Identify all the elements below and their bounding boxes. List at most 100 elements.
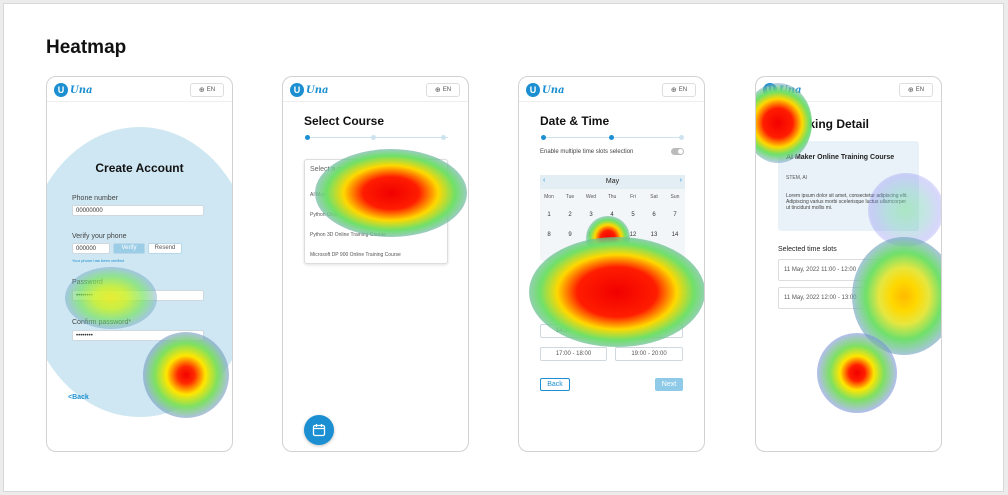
progress-stepper xyxy=(541,135,684,140)
language-label: EN xyxy=(678,87,688,93)
logo-icon: U xyxy=(290,83,304,97)
screen-booking-detail: U Una ⊕ EN Booking Detail AI Maker Online… xyxy=(755,76,942,452)
calendar: ‹ › May Mon Tue Wed Thu Fri Sat Sun 1 2 … xyxy=(540,175,685,261)
weekday-label: Sat xyxy=(650,194,658,200)
language-selector[interactable]: ⊕ EN xyxy=(899,83,933,97)
course-option[interactable]: Python Online Training Course xyxy=(310,212,379,218)
calendar-fab[interactable] xyxy=(304,415,334,445)
logo[interactable]: U Una xyxy=(290,83,328,97)
logo-text: Una xyxy=(70,84,93,96)
multi-slot-toggle[interactable] xyxy=(671,148,684,155)
language-selector[interactable]: ⊕ EN xyxy=(662,83,696,97)
selected-slot-text: 11 May, 2022 12:00 - 13:00 xyxy=(784,295,857,301)
delete-slot-icon[interactable]: 🗑 xyxy=(904,294,913,301)
course-option[interactable]: AI Maker Online Training Course xyxy=(310,192,383,198)
selected-slot-text: 11 May, 2022 11:00 - 12:00 xyxy=(784,267,857,273)
calendar-day[interactable]: 7 xyxy=(673,212,677,218)
course-dropdown[interactable]: Select a course AI Maker Online Training… xyxy=(304,159,448,264)
screen-select-course: U Una ⊕ EN Select Course Select a course … xyxy=(282,76,469,452)
verify-label: Verify your phone xyxy=(72,233,127,240)
globe-icon: ⊕ xyxy=(434,87,441,94)
verified-note: Your phone has been verified xyxy=(72,258,124,263)
confirm-password-input[interactable]: •••••••• xyxy=(72,330,204,341)
step-dot xyxy=(541,135,546,140)
calendar-day[interactable]: 4 xyxy=(610,212,614,218)
top-bar: U Una ⊕ EN xyxy=(283,77,468,102)
back-link[interactable]: <Back xyxy=(68,394,89,401)
create-account-heading: Create Account xyxy=(95,161,184,175)
heatmap-spot xyxy=(817,333,897,413)
calendar-day[interactable]: 2 xyxy=(568,212,572,218)
multi-slot-toggle-label: Enable multiple time slots selection xyxy=(540,149,634,155)
booking-detail-heading: Booking Detail xyxy=(785,117,870,131)
calendar-day[interactable]: 3 xyxy=(589,212,593,218)
calendar-day[interactable]: 11 xyxy=(608,232,616,238)
next-button[interactable]: Next xyxy=(655,378,683,391)
back-button[interactable]: Back xyxy=(540,378,570,391)
screen-create-account: U Una ⊕ EN Create Account Phone number 00… xyxy=(46,76,233,452)
calendar-day[interactable]: 14 xyxy=(671,232,679,238)
selected-slot: 11 May, 2022 12:00 - 13:00 🗑 xyxy=(778,287,919,309)
page-title: Heatmap xyxy=(46,37,127,58)
logo[interactable]: U Una xyxy=(54,83,92,97)
calendar-day[interactable]: 1 xyxy=(547,212,551,218)
course-card: AI Maker Online Training Course STEM, AI… xyxy=(778,141,919,231)
calendar-day[interactable]: 10 xyxy=(587,232,595,238)
prev-month-icon[interactable]: ‹ xyxy=(543,177,546,184)
top-bar: U Una ⊕ EN xyxy=(756,77,941,102)
course-option[interactable]: Python 3D Online Training Course xyxy=(310,232,386,238)
globe-icon: ⊕ xyxy=(907,87,914,94)
calendar-day[interactable]: 8 xyxy=(547,232,551,238)
step-dot xyxy=(371,135,376,140)
time-slot[interactable]: 17:00 - 18:00 xyxy=(540,347,607,361)
calendar-day[interactable]: 6 xyxy=(652,212,656,218)
selected-slots-label: Selected time slots xyxy=(778,246,837,253)
stepper-line xyxy=(305,137,448,138)
time-slot[interactable]: 14:30 - 15:30 xyxy=(540,324,607,338)
time-slot[interactable]: 19:00 - 20:00 xyxy=(615,347,683,361)
logo-text: Una xyxy=(306,84,329,96)
logo[interactable]: U Una xyxy=(763,83,801,97)
language-label: EN xyxy=(915,87,925,93)
calendar-day[interactable]: 12 xyxy=(629,232,637,238)
language-label: EN xyxy=(442,87,452,93)
verify-button[interactable]: Verify xyxy=(113,243,145,254)
course-option[interactable]: Microsoft DP 900 Online Training Course xyxy=(310,252,401,258)
password-input[interactable]: •••••••• xyxy=(72,290,204,301)
language-selector[interactable]: ⊕ EN xyxy=(190,83,224,97)
calendar-icon xyxy=(312,424,326,437)
month-label: May xyxy=(605,178,620,185)
calendar-day[interactable]: 9 xyxy=(568,232,572,238)
selected-slot: 11 May, 2022 11:00 - 12:00 🗑 xyxy=(778,259,919,281)
resend-button[interactable]: Resend xyxy=(148,243,182,254)
weekday-label: Wed xyxy=(585,194,597,200)
select-course-heading: Select Course xyxy=(304,114,385,128)
step-dot xyxy=(679,135,684,140)
calendar-day[interactable]: 13 xyxy=(650,232,658,238)
calendar-day[interactable]: 5 xyxy=(631,212,635,218)
course-title: AI Maker Online Training Course xyxy=(786,154,895,161)
weekday-label: Sun xyxy=(670,194,680,200)
top-bar: U Una ⊕ EN xyxy=(519,77,704,102)
step-dot xyxy=(305,135,310,140)
toggle-knob xyxy=(678,149,683,154)
password-label: Password xyxy=(72,279,103,286)
next-month-icon[interactable]: › xyxy=(679,177,682,184)
logo-icon: U xyxy=(763,83,777,97)
step-dot xyxy=(609,135,614,140)
course-select-placeholder: Select a course xyxy=(310,166,359,173)
course-code: STEM, AI xyxy=(786,175,808,181)
date-time-heading: Date & Time xyxy=(540,114,610,128)
globe-icon: ⊕ xyxy=(670,87,677,94)
code-input[interactable]: 000000 xyxy=(72,243,110,254)
time-slot[interactable]: 16:00 - 17:00 xyxy=(615,324,683,338)
globe-icon: ⊕ xyxy=(198,87,205,94)
weekday-label: Tue xyxy=(565,194,575,200)
language-selector[interactable]: ⊕ EN xyxy=(426,83,460,97)
phone-input[interactable]: 00000000 xyxy=(72,205,204,216)
logo-text: Una xyxy=(779,84,802,96)
logo-icon: U xyxy=(54,83,68,97)
logo[interactable]: U Una xyxy=(526,83,564,97)
step-dot xyxy=(441,135,446,140)
delete-slot-icon[interactable]: 🗑 xyxy=(904,266,913,273)
